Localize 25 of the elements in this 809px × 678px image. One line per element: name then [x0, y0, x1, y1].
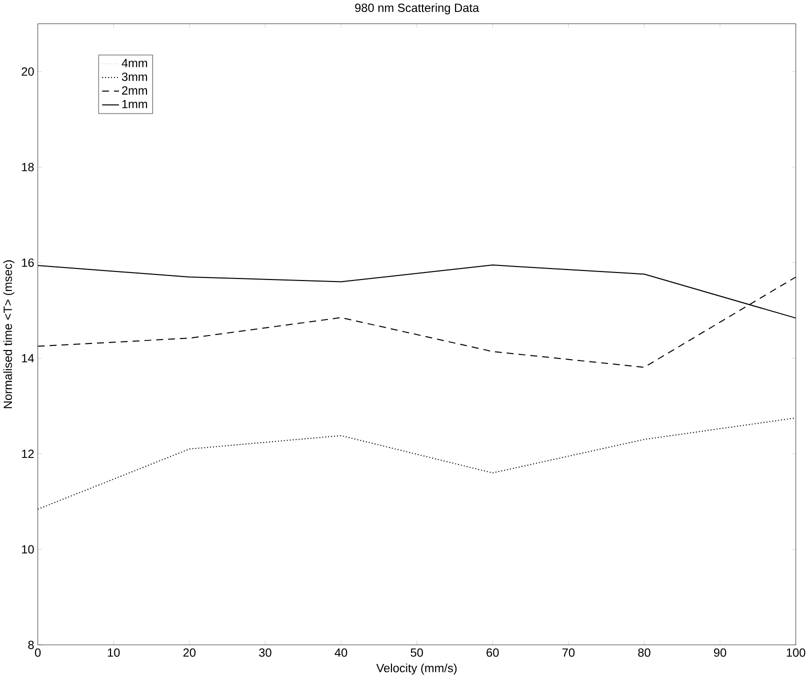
x-tick-label: 50 — [410, 648, 423, 657]
y-tick-label: 12 — [22, 450, 34, 458]
x-tick-label: 60 — [486, 648, 499, 657]
legend-label: 4mm — [122, 59, 148, 68]
x-tick-label: 80 — [638, 648, 650, 657]
x-tick-label: 70 — [562, 648, 575, 657]
y-tick-label: 16 — [22, 258, 34, 267]
x-axis-title: Velocity (mm/s) — [376, 664, 457, 675]
y-tick-label: 18 — [22, 162, 34, 172]
x-tick-label: 10 — [108, 648, 120, 657]
y-tick-label: 8 — [28, 640, 34, 650]
x-tick-label: 0 — [34, 648, 41, 657]
x-tick-label: 100 — [786, 648, 806, 657]
y-tick-label: 10 — [22, 545, 34, 554]
legend-label: 2mm — [122, 86, 148, 95]
legend-label: 3mm — [122, 72, 148, 82]
y-axis-title: Normalised time <T> (msec) — [3, 260, 14, 408]
x-tick-label: 30 — [259, 648, 272, 657]
x-tick-label: 90 — [714, 648, 726, 657]
x-tick-label: 40 — [334, 648, 348, 657]
x-tick-label: 20 — [183, 648, 196, 657]
chart-title: 980 nm Scattering Data — [355, 3, 480, 14]
y-tick-label: 20 — [22, 67, 34, 76]
y-tick-label: 14 — [22, 354, 34, 362]
legend-label: 1mm — [122, 100, 148, 108]
